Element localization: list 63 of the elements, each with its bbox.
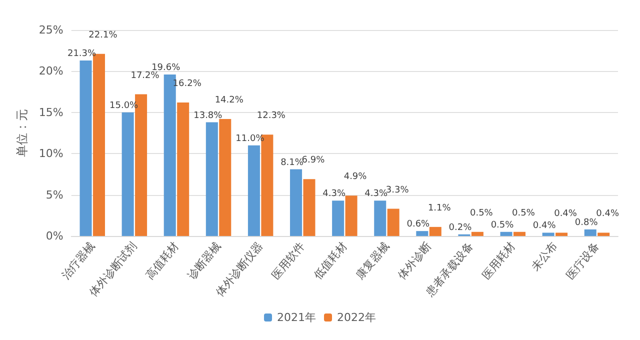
- data-label: 0.8%: [574, 218, 598, 228]
- bar: [513, 232, 526, 236]
- data-label: 0.5%: [512, 208, 536, 218]
- bar: [387, 208, 400, 236]
- x-tick-label: 康复器械: [353, 240, 392, 282]
- bar: [471, 232, 484, 236]
- data-label: 1.1%: [428, 203, 452, 214]
- bar: [206, 122, 218, 236]
- data-label: 14.2%: [214, 95, 244, 106]
- x-tick-label: 医疗设备: [564, 240, 602, 282]
- data-label: 4.3%: [364, 189, 388, 200]
- data-label: 8.1%: [280, 158, 304, 168]
- bar: [303, 179, 316, 236]
- x-tick-label: 医用耗材: [480, 240, 518, 282]
- y-tick-label: 20%: [38, 64, 64, 78]
- data-label: 12.3%: [256, 111, 286, 122]
- y-tick-label: 25%: [38, 24, 64, 36]
- bar: [290, 169, 302, 236]
- x-tick-label: 低值耗材: [311, 240, 350, 282]
- y-axis-title: 单位：元: [15, 109, 29, 157]
- x-tick-label: 高值耗材: [143, 240, 182, 282]
- x-tick-label: 医用软件: [269, 240, 308, 282]
- bar: [80, 60, 92, 236]
- data-label: 0.4%: [532, 221, 556, 232]
- bar: [584, 229, 596, 236]
- data-label: 13.8%: [194, 110, 223, 121]
- x-tick-label: 治疗器械: [59, 240, 98, 282]
- data-label: 0.5%: [490, 220, 514, 230]
- x-tick-label: 未公布: [528, 240, 560, 274]
- data-label: 0.6%: [406, 220, 430, 230]
- x-tick-label: 诊断器械: [185, 240, 224, 282]
- data-label: 0.4%: [554, 209, 578, 220]
- bar: [429, 226, 442, 236]
- data-label: 17.2%: [130, 70, 160, 81]
- bar: [500, 232, 512, 236]
- data-label: 21.3%: [67, 48, 97, 59]
- data-label: 19.6%: [152, 62, 181, 73]
- y-tick-label: 15%: [38, 106, 64, 119]
- bar: [248, 145, 260, 236]
- bar: [219, 118, 232, 236]
- y-tick-label: 5%: [46, 188, 64, 202]
- bar: [416, 231, 428, 236]
- data-label: 3.3%: [386, 185, 410, 196]
- data-label: 4.9%: [344, 172, 368, 182]
- bar: [122, 112, 134, 236]
- legend-label: 2022年: [337, 311, 376, 324]
- bar: [177, 102, 190, 236]
- bar: [374, 200, 386, 236]
- bar: [598, 232, 610, 236]
- x-tick-label: 体外诊断: [396, 240, 434, 282]
- bar: [345, 196, 358, 236]
- data-label: 4.3%: [322, 189, 346, 200]
- data-label: 0.4%: [596, 209, 620, 220]
- data-label: 22.1%: [88, 30, 118, 40]
- legend-label: 2021年: [277, 311, 316, 324]
- bar: [542, 232, 554, 236]
- bar: [556, 232, 568, 236]
- y-tick-label: 0%: [46, 230, 64, 242]
- y-tick-label: 10%: [38, 147, 64, 160]
- data-label: 6.9%: [302, 156, 326, 166]
- bar: [332, 200, 344, 236]
- data-label: 0.5%: [470, 208, 494, 218]
- data-label: 0.2%: [448, 222, 472, 233]
